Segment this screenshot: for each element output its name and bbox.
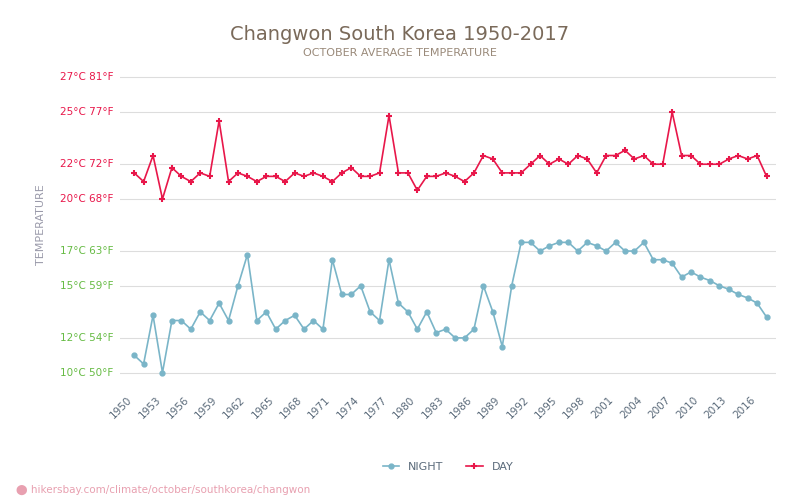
- DAY: [714, 161, 724, 167]
- Text: 25°C 77°F: 25°C 77°F: [60, 107, 114, 117]
- DAY: [592, 170, 602, 176]
- Text: ⬤ hikersbay.com/climate/october/southkorea/changwon: ⬤ hikersbay.com/climate/october/southkor…: [16, 485, 310, 495]
- Line: NIGHT: NIGHT: [132, 240, 769, 375]
- NIGHT: [130, 352, 139, 358]
- DAY: [130, 170, 139, 176]
- Text: 12°C 54°F: 12°C 54°F: [60, 333, 114, 343]
- Text: 15°C 59°F: 15°C 59°F: [60, 281, 114, 291]
- Text: OCTOBER AVERAGE TEMPERATURE: OCTOBER AVERAGE TEMPERATURE: [303, 48, 497, 58]
- NIGHT: [762, 314, 771, 320]
- NIGHT: [724, 286, 734, 292]
- NIGHT: [714, 283, 724, 289]
- Text: 22°C 72°F: 22°C 72°F: [60, 159, 114, 169]
- NIGHT: [573, 248, 582, 254]
- DAY: [639, 152, 649, 158]
- Text: 17°C 63°F: 17°C 63°F: [60, 246, 114, 256]
- NIGHT: [649, 256, 658, 262]
- DAY: [158, 196, 167, 202]
- Text: 10°C 50°F: 10°C 50°F: [60, 368, 114, 378]
- DAY: [762, 174, 771, 180]
- DAY: [724, 156, 734, 162]
- Line: DAY: DAY: [130, 108, 770, 202]
- NIGHT: [158, 370, 167, 376]
- Text: 20°C 68°F: 20°C 68°F: [60, 194, 114, 204]
- Text: Changwon South Korea 1950-2017: Changwon South Korea 1950-2017: [230, 25, 570, 44]
- Y-axis label: TEMPERATURE: TEMPERATURE: [36, 184, 46, 266]
- DAY: [705, 161, 714, 167]
- Legend: NIGHT, DAY: NIGHT, DAY: [378, 457, 518, 477]
- NIGHT: [705, 278, 714, 283]
- NIGHT: [602, 248, 611, 254]
- NIGHT: [516, 240, 526, 246]
- DAY: [563, 161, 573, 167]
- Text: 27°C 81°F: 27°C 81°F: [60, 72, 114, 83]
- DAY: [667, 109, 677, 115]
